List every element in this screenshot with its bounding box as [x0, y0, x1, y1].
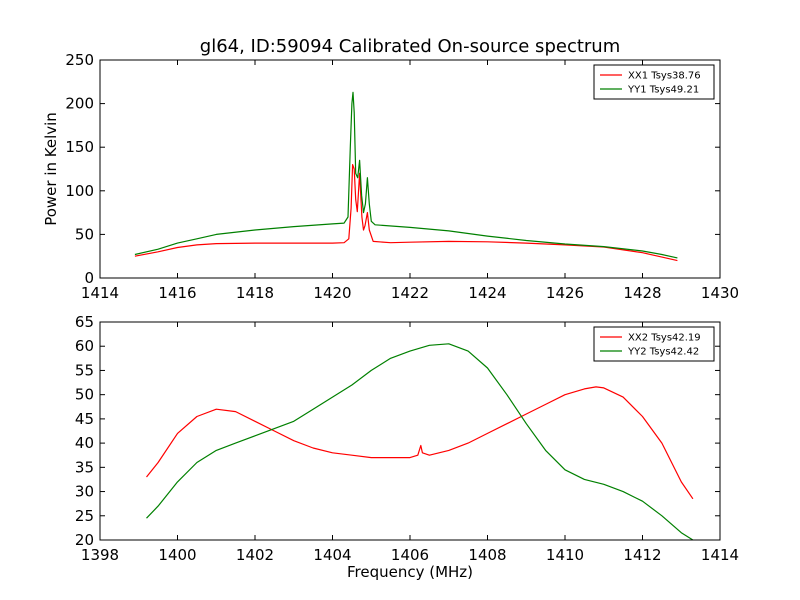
top-spectrum-panel: 1414 1416 1418 1420 1422 1424 1426 1428 1430 0 50 1…: [42, 51, 739, 302]
y-tick-label: 50: [75, 225, 94, 243]
x-tick-label: 1426: [546, 284, 584, 302]
legend-box: [593, 64, 715, 100]
x-tick-label: 1402: [236, 546, 274, 564]
x-tick-label: 1428: [623, 284, 661, 302]
series-line-2-1: [146, 386, 694, 500]
series-line-1-2: [134, 91, 678, 259]
legend: XX2 Tsys42.19 YY2 Tsys42.42: [593, 326, 715, 362]
y-tick-label: 45: [75, 410, 94, 428]
y-tick-label: 30: [75, 483, 94, 501]
y-tick-label: 200: [65, 95, 94, 113]
x-tick-label: 1404: [313, 546, 351, 564]
series-line-2-2: [146, 343, 694, 540]
legend-entry: XX2 Tsys42.19: [628, 333, 701, 344]
y-tick-label: 20: [75, 531, 94, 549]
y-tick-label: 150: [65, 138, 94, 156]
x-tick-label: 1416: [158, 284, 196, 302]
y-tick-label: 55: [75, 361, 94, 379]
chart-title: gl64, ID:59094 Calibrated On-source spec…: [200, 36, 620, 57]
y-tick-label: 50: [75, 386, 94, 404]
y-tick-label: 65: [75, 313, 94, 331]
x-axis-title: Frequency (MHz): [347, 563, 473, 581]
y-tick-label: 40: [75, 434, 94, 452]
y-tick-label: 0: [84, 269, 94, 287]
legend-entry: YY2 Tsys42.42: [627, 347, 699, 358]
series-line-1-1: [134, 164, 678, 262]
y-tick-label: 60: [75, 337, 94, 355]
legend-entry: XX1 Tsys38.76: [628, 71, 701, 82]
x-tick-label: 1418: [236, 284, 274, 302]
x-tick-label: 1422: [391, 284, 429, 302]
x-tick-label: 1408: [468, 546, 506, 564]
x-tick-label: 1414: [81, 284, 119, 302]
legend-entry: YY1 Tsys49.21: [627, 85, 699, 96]
x-tick-label: 1414: [701, 546, 739, 564]
x-tick-label: 1412: [623, 546, 661, 564]
x-tick-label: 1410: [546, 546, 584, 564]
x-tick-label: 1398: [81, 546, 119, 564]
legend-box: [593, 326, 715, 362]
y-tick-label: 25: [75, 507, 94, 525]
y-tick-label: 35: [75, 458, 94, 476]
y-axis-title: Power in Kelvin: [42, 112, 60, 226]
bottom-spectrum-panel: 1398 1400 1402 1404 1406 1408 1410 1412 1414 20 25…: [75, 313, 739, 581]
x-tick-label: 1400: [158, 546, 196, 564]
y-tick-label: 250: [65, 51, 94, 69]
x-tick-label: 1406: [391, 546, 429, 564]
x-tick-label: 1420: [313, 284, 351, 302]
y-tick-label: 100: [65, 182, 94, 200]
x-tick-label: 1424: [468, 284, 506, 302]
x-tick-label: 1430: [701, 284, 739, 302]
legend: XX1 Tsys38.76 YY1 Tsys49.21: [593, 64, 715, 100]
